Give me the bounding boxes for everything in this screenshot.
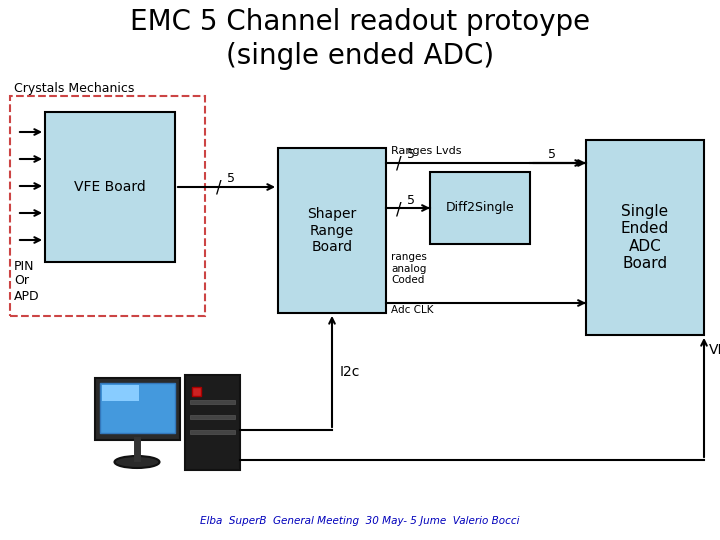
Text: Crystals Mechanics: Crystals Mechanics <box>14 82 135 95</box>
Text: Diff2Single: Diff2Single <box>446 201 514 214</box>
Bar <box>586 140 704 335</box>
Text: EMC 5 Channel readout protoype: EMC 5 Channel readout protoype <box>130 8 590 36</box>
Text: ranges
analog
Coded: ranges analog Coded <box>391 252 427 285</box>
Text: Ranges Lvds: Ranges Lvds <box>391 146 462 156</box>
Text: Shaper
Range
Board: Shaper Range Board <box>307 207 356 254</box>
Text: /: / <box>396 155 402 173</box>
Text: VFE Board: VFE Board <box>74 180 146 194</box>
Text: Single
Ended
ADC
Board: Single Ended ADC Board <box>621 204 669 271</box>
Bar <box>190 430 235 434</box>
Text: 5: 5 <box>548 148 556 161</box>
Bar <box>185 375 240 470</box>
Text: /: / <box>216 179 221 197</box>
Bar <box>10 96 205 316</box>
Text: 5: 5 <box>407 193 415 206</box>
Bar <box>278 148 386 313</box>
Text: VME: VME <box>709 343 720 357</box>
Text: 5: 5 <box>227 172 235 186</box>
Ellipse shape <box>114 456 160 468</box>
Text: (single ended ADC): (single ended ADC) <box>226 42 494 70</box>
Bar <box>100 383 175 433</box>
Bar <box>192 387 201 396</box>
Text: Adc CLK: Adc CLK <box>391 305 433 315</box>
Text: PIN
Or
APD: PIN Or APD <box>14 260 40 302</box>
Text: Elba  SuperB  General Meeting  30 May- 5 Jume  Valerio Bocci: Elba SuperB General Meeting 30 May- 5 Ju… <box>200 516 520 526</box>
Bar <box>45 112 175 262</box>
Bar <box>190 400 235 404</box>
Bar <box>430 172 530 244</box>
Text: 5: 5 <box>407 148 415 161</box>
Polygon shape <box>95 378 180 440</box>
Text: /: / <box>396 200 402 218</box>
Bar <box>190 415 235 419</box>
Text: I2c: I2c <box>340 364 361 379</box>
Bar <box>102 385 139 401</box>
